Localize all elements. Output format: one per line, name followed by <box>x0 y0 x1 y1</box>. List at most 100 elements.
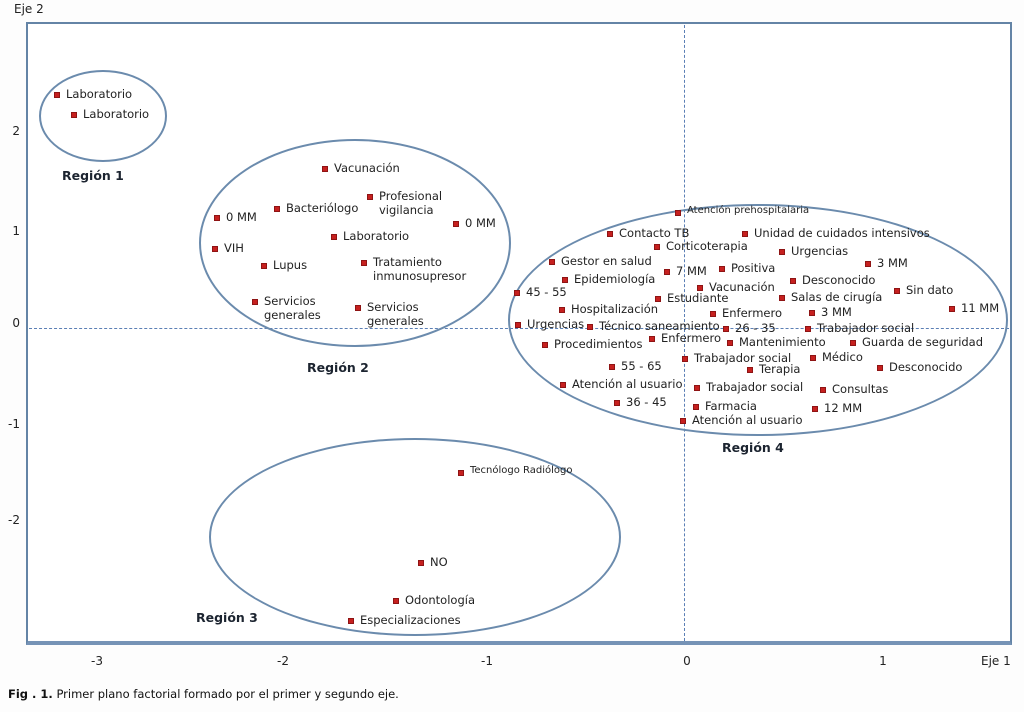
y-tick-label: -1 <box>8 417 20 431</box>
data-point-marker <box>367 194 373 200</box>
data-point-label: Laboratorio <box>66 87 133 101</box>
data-point-marker <box>560 382 566 388</box>
data-point-label: Laboratorio <box>83 107 150 121</box>
data-point-marker <box>742 231 748 237</box>
data-point-marker <box>810 355 816 361</box>
region-4-label: Región 4 <box>722 440 784 455</box>
data-point-label: Guarda de seguridad <box>862 335 984 349</box>
data-point-label: Sin dato <box>906 283 954 297</box>
data-point-marker <box>697 285 703 291</box>
region-1-ellipse <box>39 70 167 162</box>
region-1-label: Región 1 <box>62 168 124 183</box>
data-point-marker <box>418 560 424 566</box>
data-point-label: Desconocido <box>802 273 876 287</box>
data-point-label: Atención al usuario <box>692 413 803 427</box>
data-point-label: 55 - 65 <box>621 359 662 373</box>
data-point-marker <box>682 356 688 362</box>
data-point-label: Enfermero <box>722 306 782 320</box>
data-point-label: 3 MM <box>821 305 852 319</box>
data-point-marker <box>779 249 785 255</box>
data-point-marker <box>894 288 900 294</box>
data-point-label: 0 MM <box>465 216 496 230</box>
data-point-marker <box>252 299 258 305</box>
data-point-label: Contacto TB <box>619 226 690 240</box>
data-point-label: VIH <box>224 241 244 255</box>
data-point-label: Odontología <box>405 593 475 607</box>
data-point-label: Técnico saneamiento <box>599 319 720 333</box>
data-point-marker <box>805 326 811 332</box>
data-point-marker <box>747 367 753 373</box>
data-point-label: Trabajador social <box>706 380 804 394</box>
data-point-label: Bacteriólogo <box>286 201 359 215</box>
data-point-label: Gestor en salud <box>561 254 652 268</box>
figure-caption: Fig . 1. Primer plano factorial formado … <box>8 687 399 701</box>
data-point-label: Especializaciones <box>360 613 461 627</box>
data-point-marker <box>261 263 267 269</box>
data-point-marker <box>559 307 565 313</box>
data-point-label: Vacunación <box>709 280 775 294</box>
data-point-marker <box>727 340 733 346</box>
data-point-label: 11 MM <box>961 301 1000 315</box>
data-point-label: Unidad de cuidados intensivos <box>754 226 930 240</box>
data-point-marker <box>719 266 725 272</box>
data-point-marker <box>680 418 686 424</box>
data-point-label: Enfermero <box>661 331 721 345</box>
data-point-marker <box>654 244 660 250</box>
data-point-label: Hospitalización <box>571 302 659 316</box>
data-point-label: 3 MM <box>877 256 908 270</box>
data-point-label: Desconocido <box>889 360 963 374</box>
region-2-label: Región 2 <box>307 360 369 375</box>
data-point-label: Tecnólogo Radiólogo <box>470 465 573 476</box>
data-point-label: Servicios generales <box>264 294 321 322</box>
data-point-marker <box>865 261 871 267</box>
data-point-marker <box>348 618 354 624</box>
data-point-label: Médico <box>822 350 863 364</box>
data-point-label: Trabajador social <box>694 351 792 365</box>
data-point-marker <box>877 365 883 371</box>
data-point-label: Servicios generales <box>367 300 424 328</box>
region-3-ellipse <box>209 438 621 636</box>
data-point-label: 36 - 45 <box>626 395 667 409</box>
y-tick-label: 0 <box>12 316 20 330</box>
y-tick-label: -2 <box>8 513 20 527</box>
data-point-marker <box>812 406 818 412</box>
data-point-marker <box>355 305 361 311</box>
data-point-label: Consultas <box>832 382 889 396</box>
data-point-marker <box>549 259 555 265</box>
data-point-marker <box>790 278 796 284</box>
data-point-label: 0 MM <box>226 210 257 224</box>
data-point-label: Farmacia <box>705 399 757 413</box>
data-point-marker <box>655 296 661 302</box>
x-axis-title: Eje 1 <box>981 654 1011 668</box>
data-point-label: Corticoterapia <box>666 239 748 253</box>
caption-prefix: Fig . 1. <box>8 687 53 701</box>
x-tick-label: 1 <box>879 654 887 668</box>
data-point-label: Trabajador social <box>817 321 915 335</box>
data-point-label: NO <box>430 555 448 569</box>
data-point-marker <box>453 221 459 227</box>
data-point-label: Estudiante <box>667 291 729 305</box>
data-point-label: 12 MM <box>824 401 863 415</box>
data-point-label: 45 - 55 <box>526 285 567 299</box>
data-point-label: Profesional vigilancia <box>379 189 443 217</box>
data-point-label: 7 MM <box>676 264 707 278</box>
data-point-label: Mantenimiento <box>739 335 826 349</box>
region-4-ellipse <box>508 204 1008 436</box>
data-point-label: Urgencias <box>527 317 585 331</box>
data-point-label: Salas de cirugía <box>791 290 883 304</box>
data-point-marker <box>949 306 955 312</box>
caption-text: Primer plano factorial formado por el pr… <box>56 687 399 701</box>
data-point-label: Atención prehospitalaria <box>687 205 810 216</box>
data-point-marker <box>331 234 337 240</box>
data-point-marker <box>609 364 615 370</box>
x-tick-label: -2 <box>277 654 289 668</box>
data-point-label: Epidemiología <box>574 272 656 286</box>
data-point-marker <box>514 290 520 296</box>
data-point-marker <box>71 112 77 118</box>
data-point-marker <box>649 336 655 342</box>
data-point-label: Lupus <box>273 258 308 272</box>
data-point-marker <box>850 340 856 346</box>
region-3-label: Región 3 <box>196 610 258 625</box>
data-point-marker <box>393 598 399 604</box>
x-tick-label: -1 <box>481 654 493 668</box>
